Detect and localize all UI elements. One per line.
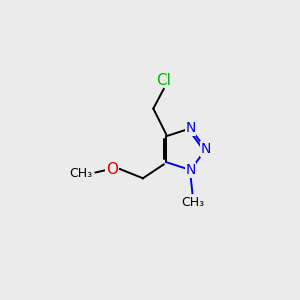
Text: N: N (185, 163, 196, 177)
Text: N: N (200, 142, 211, 156)
Text: Cl: Cl (156, 73, 171, 88)
Text: O: O (106, 161, 118, 176)
Text: CH₃: CH₃ (181, 196, 204, 209)
Text: CH₃: CH₃ (69, 167, 92, 180)
Text: N: N (185, 121, 196, 135)
